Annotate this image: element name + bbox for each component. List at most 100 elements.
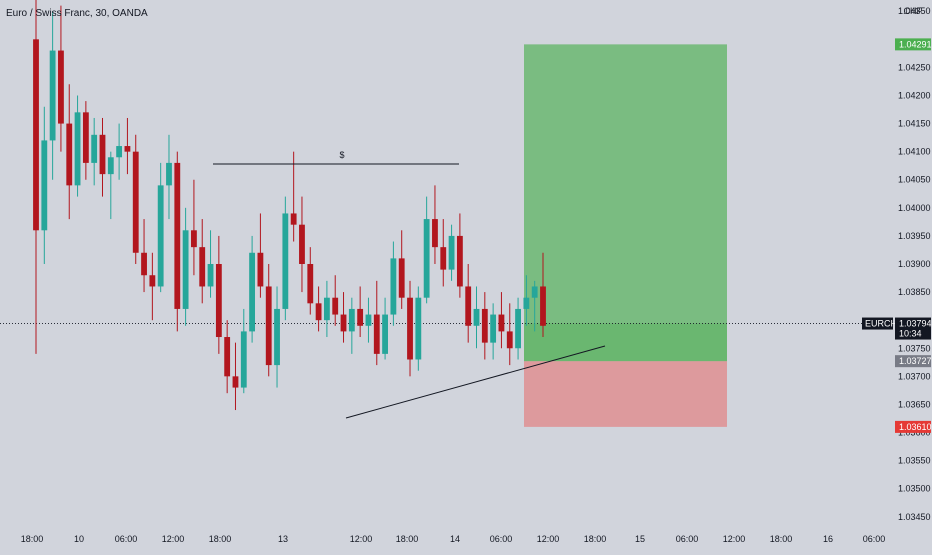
price-tick-label: 1.03700	[898, 371, 931, 381]
candle-body[interactable]	[456, 235, 463, 287]
candle-body[interactable]	[373, 314, 380, 354]
trendline[interactable]	[345, 345, 606, 419]
time-tick-label: 12:00	[537, 534, 560, 544]
candle-body[interactable]	[149, 275, 156, 287]
time-tick-label: 16	[823, 534, 833, 544]
candle-body[interactable]	[207, 264, 214, 287]
currency-label: CHF	[903, 6, 923, 16]
price-tick-label: 1.04350	[898, 6, 931, 16]
time-tick-label: 06:00	[115, 534, 138, 544]
candle-body[interactable]	[132, 151, 139, 253]
candle-body[interactable]	[423, 219, 430, 298]
candle-body[interactable]	[465, 286, 472, 326]
current-price-tag[interactable]	[895, 317, 931, 340]
candle-body[interactable]	[357, 308, 364, 326]
candle-body[interactable]	[199, 247, 206, 287]
candle-body[interactable]	[481, 308, 488, 343]
price-tick-label: 1.04000	[898, 203, 931, 213]
candle-body[interactable]	[432, 219, 438, 248]
candle-body[interactable]	[506, 331, 513, 349]
price-tick-label: 1.03500	[898, 484, 931, 494]
candle-body[interactable]	[498, 314, 505, 332]
candle-body[interactable]	[282, 213, 289, 309]
candle-body[interactable]	[307, 264, 314, 304]
candle-body[interactable]	[116, 146, 123, 158]
candle-body[interactable]	[323, 297, 330, 321]
price-tick-label: 1.03650	[898, 399, 931, 409]
candle-body[interactable]	[82, 112, 89, 163]
current-price-label: 1.03794	[899, 319, 932, 329]
candle-body[interactable]	[141, 252, 147, 276]
price-tick-label: 1.03900	[898, 259, 931, 269]
time-tick-label: 18:00	[209, 534, 232, 544]
candle-body[interactable]	[124, 146, 131, 152]
price-tick-label: 1.03450	[898, 512, 931, 522]
candle-body[interactable]	[299, 224, 305, 264]
candle-body[interactable]	[99, 134, 106, 175]
stop-tag[interactable]	[895, 420, 931, 433]
candle-body[interactable]	[215, 264, 222, 338]
stop-zone[interactable]	[524, 361, 727, 427]
candle-body[interactable]	[340, 314, 347, 332]
candle-body[interactable]	[91, 134, 98, 163]
candle-body[interactable]	[58, 50, 64, 124]
candle-body[interactable]	[224, 337, 231, 377]
candle-body[interactable]	[398, 258, 405, 298]
candle-body[interactable]	[182, 230, 189, 309]
candle-body[interactable]	[41, 140, 48, 231]
candle-body[interactable]	[348, 308, 355, 332]
price-tick-label: 1.03850	[898, 287, 931, 297]
candle-body[interactable]	[523, 297, 530, 309]
candle-body[interactable]	[290, 213, 297, 225]
candle-body[interactable]	[166, 162, 172, 186]
price-scale-panel[interactable]	[893, 0, 932, 550]
price-tick-label: 1.03550	[898, 456, 931, 466]
candle-body[interactable]	[240, 331, 247, 388]
candle-body[interactable]	[33, 39, 39, 231]
candle-body[interactable]	[107, 157, 114, 175]
candle-body[interactable]	[390, 258, 397, 315]
target-tag-label: 1.04291	[899, 39, 932, 49]
candle-body[interactable]	[66, 123, 73, 186]
candle-body[interactable]	[232, 376, 239, 388]
candle-body[interactable]	[365, 314, 372, 326]
candle-body[interactable]	[415, 297, 422, 360]
time-tick-label: 15	[635, 534, 645, 544]
candle-body[interactable]	[473, 308, 480, 326]
target-zone[interactable]	[524, 44, 727, 362]
entry-tag[interactable]	[895, 355, 931, 368]
candle-body[interactable]	[191, 230, 197, 248]
time-tick-label: 18:00	[584, 534, 607, 544]
price-tick-label: 1.04250	[898, 62, 931, 72]
price-tick-label: 1.04200	[898, 90, 931, 100]
symbol-tag[interactable]	[862, 317, 893, 330]
time-scale-panel[interactable]	[0, 528, 932, 550]
price-tick-label: 1.04150	[898, 119, 931, 129]
time-tick-label: 18:00	[770, 534, 793, 544]
candle-body[interactable]	[515, 308, 521, 349]
time-tick-label: 12:00	[162, 534, 185, 544]
candle-body[interactable]	[448, 235, 455, 270]
candle-body[interactable]	[49, 50, 56, 141]
target-tag[interactable]	[895, 38, 931, 51]
candle-body[interactable]	[249, 252, 256, 332]
candle-body[interactable]	[315, 303, 322, 321]
candle-body[interactable]	[540, 286, 546, 326]
candle-body[interactable]	[74, 112, 81, 186]
symbol-tag-label: EURCHF	[865, 319, 903, 329]
candle-body[interactable]	[407, 297, 413, 360]
candle-body[interactable]	[332, 297, 339, 315]
candle-body[interactable]	[274, 308, 280, 366]
candle-body[interactable]	[490, 314, 497, 343]
candle-body[interactable]	[265, 286, 272, 366]
candle-body[interactable]	[257, 252, 264, 287]
candle-body[interactable]	[157, 185, 164, 287]
candle-body[interactable]	[382, 314, 388, 354]
candle-body[interactable]	[174, 162, 181, 309]
symbol-title[interactable]: Euro / Swiss Franc, 30, OANDA	[6, 8, 148, 19]
time-tick-label: 06:00	[863, 534, 886, 544]
candle-body[interactable]	[531, 286, 538, 298]
candle-body[interactable]	[440, 247, 447, 270]
